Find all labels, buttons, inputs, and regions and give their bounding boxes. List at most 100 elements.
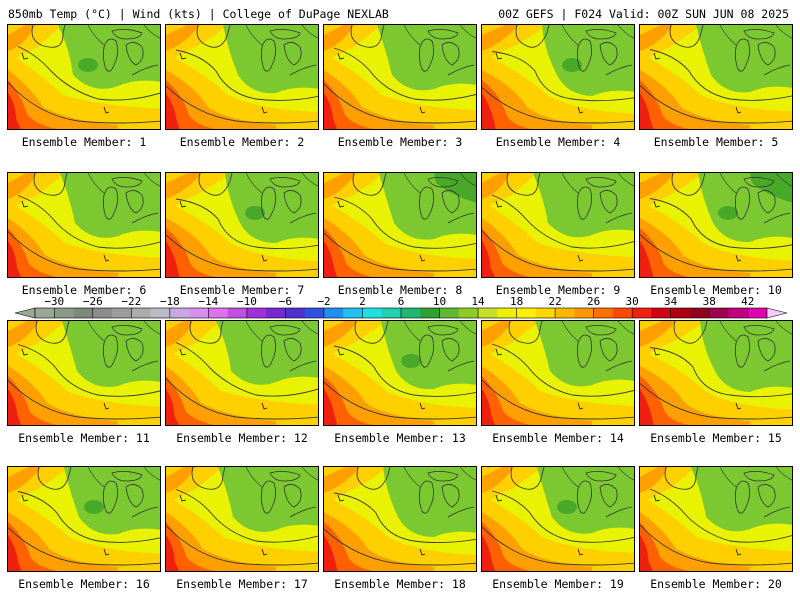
temperature-field xyxy=(640,25,673,51)
colorbar-bin xyxy=(535,308,556,318)
wind-barb xyxy=(179,348,187,356)
temperature-field xyxy=(482,80,531,129)
ensemble-member-map xyxy=(7,172,161,278)
height-contour xyxy=(506,173,541,196)
wind-barb xyxy=(653,348,661,356)
lake-huron-outline xyxy=(441,190,460,214)
temperature-field xyxy=(8,512,118,571)
coastline xyxy=(245,173,318,194)
temperature-field xyxy=(383,467,476,537)
height-contour xyxy=(350,25,385,48)
temperature-field xyxy=(381,321,476,390)
wind-barb xyxy=(735,254,742,262)
height-contour xyxy=(175,49,318,101)
height-contour xyxy=(333,492,476,544)
colorbar-bin xyxy=(612,308,633,318)
colorbar-bin xyxy=(150,308,171,318)
temperature-field xyxy=(434,173,476,203)
lake-huron-outline xyxy=(441,42,460,66)
temperature-field xyxy=(542,25,634,96)
coastline xyxy=(245,25,318,46)
lake-huron-outline xyxy=(599,190,618,214)
height-contour xyxy=(17,195,160,249)
wind-barb xyxy=(21,348,29,356)
ensemble-member-label: Ensemble Member: 18 xyxy=(334,577,466,591)
colorbar-tick-label: −2 xyxy=(317,295,330,308)
height-contour xyxy=(482,87,634,124)
colorbar-tick-label: 30 xyxy=(626,295,639,308)
lake-superior-outline xyxy=(585,471,617,482)
lake-huron-outline xyxy=(125,484,144,508)
temperature-field xyxy=(640,218,750,277)
wind-barb xyxy=(495,494,503,502)
height-contour xyxy=(196,25,231,48)
temperature-field xyxy=(750,173,792,203)
coastline xyxy=(561,467,634,488)
lake-superior-outline xyxy=(585,325,617,336)
wind-barb xyxy=(495,348,503,356)
colorbar-bin xyxy=(54,308,74,318)
colorbar-tick-label: −10 xyxy=(237,295,257,308)
temperature-field xyxy=(8,93,21,129)
lake-superior-outline xyxy=(427,325,459,336)
height-contour xyxy=(189,321,224,344)
height-contour xyxy=(649,347,792,398)
lake-erie-outline xyxy=(605,506,633,518)
colorbar-tick-label: 26 xyxy=(587,295,600,308)
temperature-field xyxy=(482,467,514,493)
temperature-field xyxy=(640,467,668,493)
height-contour xyxy=(324,528,476,566)
height-contour xyxy=(175,342,318,397)
height-contour xyxy=(166,525,318,566)
height-contour xyxy=(640,524,792,566)
temperature-field xyxy=(64,467,160,535)
lake-superior-outline xyxy=(743,177,775,188)
temperature-field xyxy=(482,512,592,571)
temperature-field xyxy=(324,218,434,277)
ensemble-member-label: Ensemble Member: 11 xyxy=(18,431,150,445)
colorbar-bin xyxy=(728,308,749,318)
lake-superior-outline xyxy=(269,471,301,482)
lake-superior-outline xyxy=(269,325,301,336)
lake-huron-outline xyxy=(283,338,302,362)
lake-huron-outline xyxy=(757,484,776,508)
temperature-field xyxy=(482,321,512,347)
ensemble-member-label: Ensemble Member: 3 xyxy=(337,135,463,149)
colorbar-bin xyxy=(362,308,383,318)
lake-michigan-outline xyxy=(576,480,592,514)
lake-michigan-outline xyxy=(260,186,276,220)
wind-barb xyxy=(495,52,503,60)
height-contour xyxy=(191,467,226,490)
lake-erie-outline xyxy=(763,506,791,518)
height-contour xyxy=(37,467,72,490)
height-contour xyxy=(491,343,634,397)
temperature-field xyxy=(166,80,215,129)
colorbar-bin xyxy=(208,308,228,318)
temperature-field xyxy=(324,467,360,493)
temperature-field xyxy=(482,241,496,277)
colorbar-max-arrow xyxy=(766,307,787,319)
lake-michigan-outline xyxy=(102,334,118,368)
lake-huron-outline xyxy=(441,338,460,362)
ensemble-member-map xyxy=(323,466,477,572)
lake-michigan-outline xyxy=(102,38,118,72)
temperature-field xyxy=(718,206,738,220)
wind-barb xyxy=(337,348,345,356)
ensemble-member-label: Ensemble Member: 12 xyxy=(176,431,308,445)
height-contour xyxy=(17,491,160,543)
temperature-field xyxy=(216,321,318,385)
colorbar-bin xyxy=(401,308,421,318)
temperature-field xyxy=(640,173,675,199)
colorbar-bin xyxy=(323,308,344,318)
lake-michigan-outline xyxy=(418,38,434,72)
colorbar-bin xyxy=(651,308,671,318)
wind-barb xyxy=(261,402,268,410)
temperature-field xyxy=(537,467,634,534)
colorbar-tick-label: −6 xyxy=(279,295,292,308)
colorbar-tick-label: −26 xyxy=(83,295,103,308)
temperature-field xyxy=(8,241,22,277)
lake-erie-outline xyxy=(605,360,633,372)
colorbar-bin xyxy=(747,308,768,318)
temperature-field xyxy=(482,389,496,425)
wind-barb xyxy=(337,52,345,60)
